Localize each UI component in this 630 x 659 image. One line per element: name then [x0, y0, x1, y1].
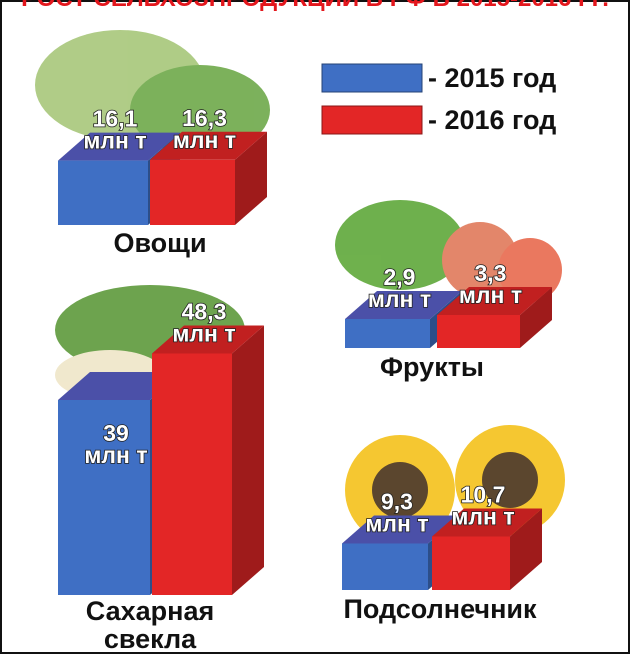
value-unit: млн т: [365, 511, 428, 537]
chart-title: Сахарная: [86, 596, 214, 626]
bar: [432, 537, 510, 591]
bar-side: [232, 326, 264, 596]
bar: [152, 354, 232, 596]
chart-title: Фрукты: [380, 352, 484, 382]
value-unit: млн т: [368, 286, 431, 312]
value-unit: млн т: [84, 442, 147, 468]
legend-label: - 2016 год: [428, 105, 556, 135]
legend-swatch: [322, 106, 422, 134]
bar: [342, 544, 428, 591]
legend-label: - 2015 год: [428, 63, 556, 93]
bar: [437, 315, 520, 348]
bar: [150, 160, 235, 225]
value-unit: млн т: [83, 128, 146, 154]
chart-title: Овощи: [113, 228, 206, 258]
value-unit: млн т: [451, 504, 514, 530]
chart-title: Подсолнечник: [343, 594, 537, 624]
infographic: РОСТ СЕЛЬХОЗПРОДУКЦИИ В РФ В 2015-2016 Г…: [0, 0, 630, 654]
value-unit: млн т: [173, 127, 236, 153]
bar: [345, 319, 430, 348]
value-unit: млн т: [172, 321, 235, 347]
page-title: РОСТ СЕЛЬХОЗПРОДУКЦИИ В РФ В 2015-2016 Г…: [21, 0, 609, 12]
chart-title: свекла: [104, 624, 197, 654]
legend-swatch: [322, 64, 422, 92]
bar: [58, 161, 148, 225]
value-unit: млн т: [459, 282, 522, 308]
